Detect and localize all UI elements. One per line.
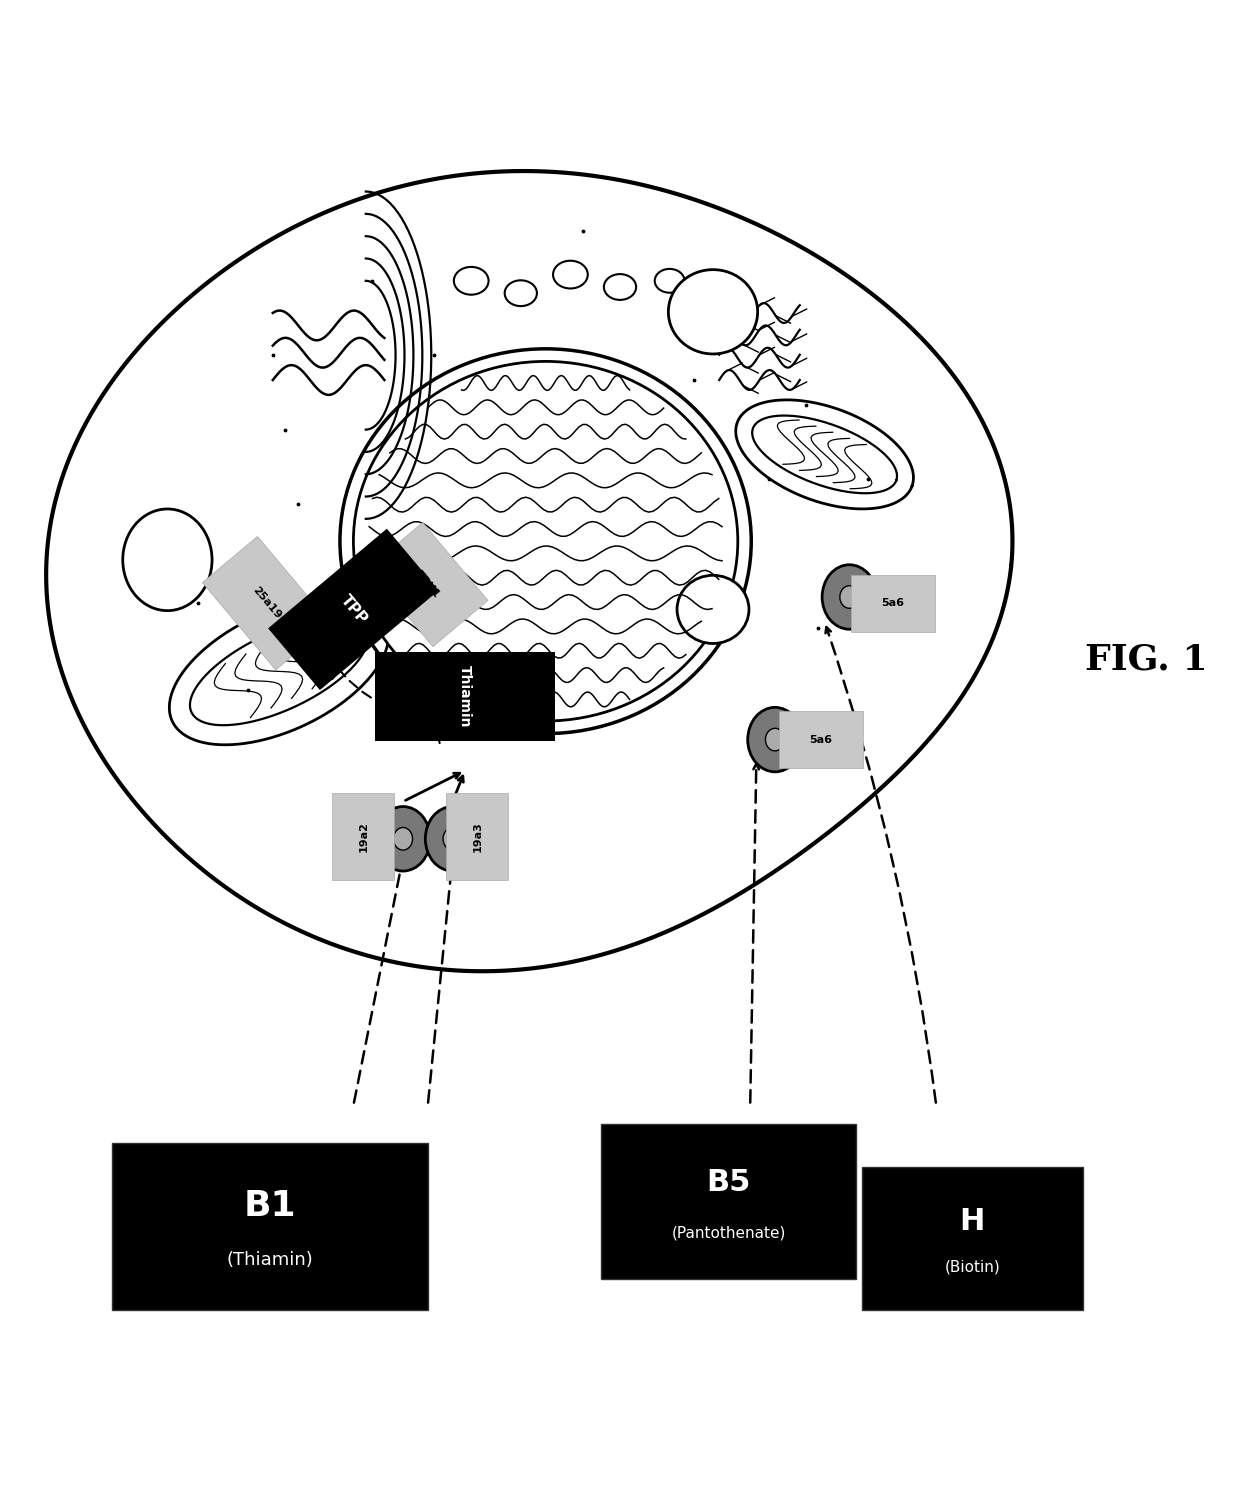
Ellipse shape [604,274,636,299]
Ellipse shape [668,269,758,353]
Polygon shape [170,599,388,744]
Text: H: H [960,1208,985,1236]
Text: (Biotin): (Biotin) [945,1260,999,1275]
Text: FIG. 1: FIG. 1 [1085,642,1208,675]
Ellipse shape [677,576,749,644]
Text: TPP: TPP [337,593,370,627]
Polygon shape [735,400,914,508]
FancyBboxPatch shape [367,522,489,647]
Polygon shape [46,171,1012,972]
Text: B5: B5 [707,1169,750,1197]
Text: (Thiamin): (Thiamin) [227,1251,312,1269]
Ellipse shape [393,827,413,850]
Text: Thiamin: Thiamin [458,665,472,728]
FancyBboxPatch shape [601,1123,856,1278]
Text: 5a6: 5a6 [882,599,904,608]
Ellipse shape [655,269,684,293]
FancyBboxPatch shape [446,793,508,880]
FancyBboxPatch shape [851,575,935,632]
FancyBboxPatch shape [332,793,394,880]
Text: B1: B1 [243,1190,296,1223]
FancyBboxPatch shape [374,651,556,741]
Text: 5a6: 5a6 [810,734,832,744]
Text: 19a3: 19a3 [472,821,482,851]
Text: TPK1: TPK1 [414,569,441,600]
FancyBboxPatch shape [112,1143,428,1310]
Ellipse shape [553,260,588,289]
Ellipse shape [505,280,537,307]
Text: 25a19: 25a19 [250,585,283,621]
Ellipse shape [454,266,489,295]
FancyBboxPatch shape [862,1167,1083,1310]
Ellipse shape [765,728,785,750]
FancyBboxPatch shape [268,529,439,690]
Ellipse shape [353,361,738,720]
Text: 19a2: 19a2 [358,821,368,851]
Ellipse shape [340,349,751,734]
Text: (Pantothenate): (Pantothenate) [671,1226,786,1241]
Ellipse shape [123,508,212,611]
FancyBboxPatch shape [779,711,863,769]
FancyBboxPatch shape [202,537,331,669]
Ellipse shape [822,566,877,629]
Ellipse shape [839,585,859,608]
Ellipse shape [425,806,480,871]
Ellipse shape [376,806,430,871]
Ellipse shape [748,707,802,772]
Ellipse shape [443,827,463,850]
